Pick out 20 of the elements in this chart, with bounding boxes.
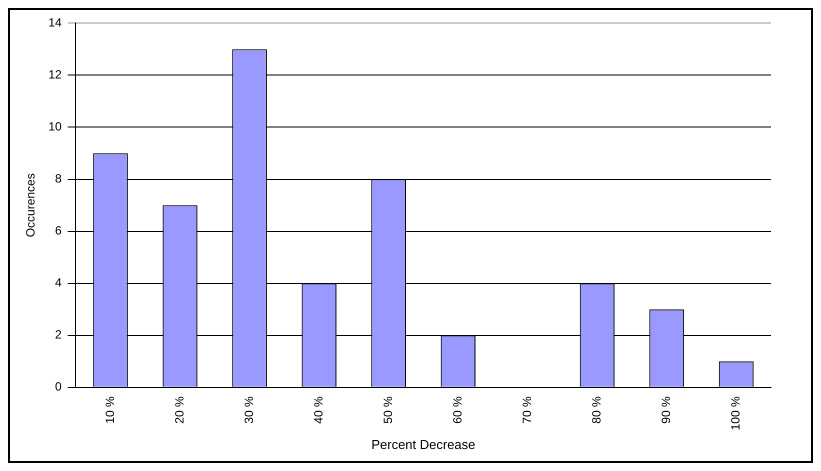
x-tick-label: 30 % bbox=[242, 396, 256, 424]
y-tick-label: 12 bbox=[48, 68, 62, 82]
y-axis-title: Occurences bbox=[24, 173, 38, 238]
y-tick-label: 4 bbox=[55, 276, 62, 290]
x-tick-label: 100 % bbox=[728, 396, 743, 430]
x-tick-label: 80 % bbox=[590, 396, 604, 424]
y-tick-label: 14 bbox=[48, 16, 62, 30]
x-tick-label: 90 % bbox=[659, 396, 674, 424]
y-tick-label: 0 bbox=[55, 380, 62, 394]
x-tick-label: 20 % bbox=[172, 396, 186, 424]
x-tick-label: 40 % bbox=[311, 396, 326, 424]
x-tick-label: 10 % bbox=[102, 396, 117, 424]
y-tick-label: 6 bbox=[55, 224, 62, 238]
y-tick-label: 10 bbox=[48, 120, 62, 134]
y-tick-label: 2 bbox=[55, 328, 62, 342]
x-tick-label: 50 % bbox=[380, 396, 395, 424]
x-axis-title: Percent Decrease bbox=[371, 436, 476, 452]
x-tick-label: 70 % bbox=[520, 396, 534, 424]
y-tick-label: 8 bbox=[55, 172, 62, 186]
x-tick-label: 60 % bbox=[450, 396, 464, 424]
